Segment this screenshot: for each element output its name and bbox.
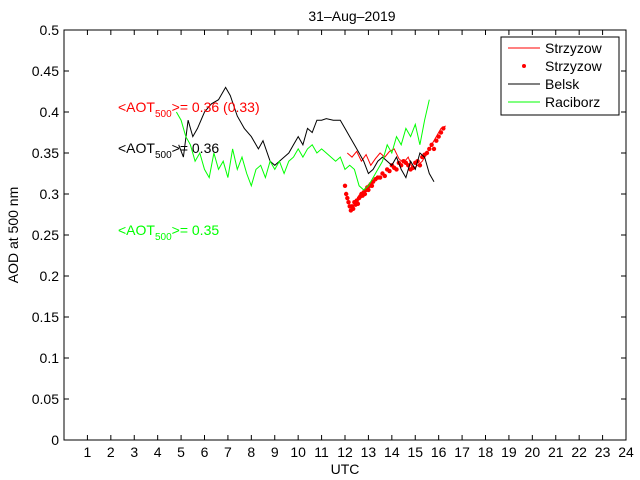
data-point [427, 146, 432, 152]
x-tick-label: 8 [247, 444, 255, 460]
data-point [417, 163, 423, 168]
data-point [394, 167, 399, 172]
y-tick-label: 0.4 [40, 104, 60, 120]
data-point [424, 150, 430, 156]
data-point [343, 191, 349, 197]
data-point [342, 183, 348, 188]
data-point [362, 191, 368, 197]
data-point [438, 130, 444, 135]
x-tick-label: 20 [525, 444, 541, 460]
x-tick-label: 5 [177, 444, 185, 460]
x-tick-label: 22 [571, 444, 587, 460]
legend-label: Strzyzow [545, 40, 603, 56]
data-point [436, 134, 441, 139]
y-tick-label: 0.05 [32, 391, 59, 407]
data-point [434, 138, 439, 143]
x-tick-label: 10 [290, 444, 306, 460]
y-axis: 0 0.05 0.1 0.15 0.2 0.25 0.3 0.35 0.4 0.45 0.5 [32, 22, 626, 448]
series-layer [175, 86, 446, 213]
x-axis: 1 2 3 4 5 6 7 8 9 10 11 12 13 14 15 16 17 18 19 20 21 22 23 24 [84, 30, 634, 460]
y-tick-label: 0.1 [40, 350, 60, 366]
x-tick-label: 17 [454, 444, 470, 460]
data-point [369, 183, 375, 188]
x-tick-label: 4 [154, 444, 162, 460]
data-point [382, 173, 388, 179]
x-tick-label: 16 [431, 444, 447, 460]
x-tick-label: 18 [478, 444, 494, 460]
x-tick-label: 2 [107, 444, 115, 460]
y-tick-label: 0.35 [32, 145, 59, 161]
x-tick-label: 11 [314, 444, 329, 460]
data-point [431, 146, 437, 152]
x-tick-label: 7 [224, 444, 232, 460]
x-tick-label: 6 [201, 444, 209, 460]
series-line-belsk [178, 86, 435, 182]
legend: Strzyzow Strzyzow Belsk Raciborz [500, 36, 620, 116]
data-point [366, 187, 371, 193]
x-tick-label: 23 [595, 444, 611, 460]
y-tick-label: 0.15 [32, 309, 59, 325]
data-point [441, 126, 446, 131]
x-tick-label: 15 [407, 444, 423, 460]
y-tick-label: 0.2 [40, 268, 60, 284]
x-tick-label: 1 [84, 444, 92, 460]
x-tick-label: 24 [618, 444, 634, 460]
data-point [350, 206, 356, 211]
legend-label: Strzyzow [545, 58, 603, 74]
chart-title: 31–Aug–2019 [308, 8, 395, 24]
data-point [377, 175, 383, 180]
x-tick-label: 13 [361, 444, 377, 460]
mean-aot-annotation: <AOT500>= 0.36 [118, 140, 219, 161]
legend-label: Belsk [545, 76, 580, 92]
x-tick-label: 3 [130, 444, 138, 460]
mean-aot-annotation: <AOT500>= 0.36 (0.33) [118, 99, 260, 120]
legend-label: Raciborz [545, 94, 600, 110]
series-line-raciborz [175, 99, 430, 191]
y-tick-label: 0.3 [40, 186, 60, 202]
mean-aot-annotation: <AOT500>= 0.35 [118, 222, 219, 243]
x-tick-label: 14 [384, 444, 400, 460]
y-tick-label: 0.5 [40, 22, 60, 38]
y-tick-label: 0 [51, 432, 59, 448]
data-point [346, 200, 351, 205]
data-point [345, 195, 350, 201]
x-tick-label: 21 [548, 444, 564, 460]
data-point [429, 142, 434, 147]
x-tick-label: 9 [271, 444, 279, 460]
annotations: <AOT500>= 0.36 (0.33) <AOT500>= 0.36 <AOT5… [118, 99, 260, 243]
y-tick-label: 0.45 [32, 63, 59, 79]
legend-marker-points [522, 64, 526, 68]
data-point [355, 201, 361, 207]
y-tick-label: 0.25 [32, 227, 59, 243]
data-point [387, 168, 392, 174]
x-tick-label: 19 [501, 444, 517, 460]
x-axis-label: UTC [331, 461, 360, 477]
y-axis-label: AOD at 500 nm [5, 187, 21, 284]
x-tick-label: 12 [337, 444, 353, 460]
